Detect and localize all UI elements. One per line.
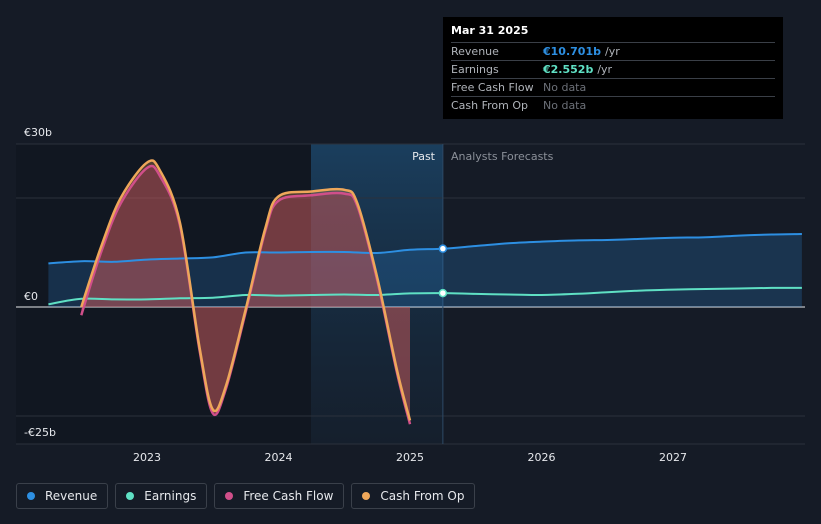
tooltip-unit: /yr — [597, 63, 613, 76]
chart-legend: Revenue Earnings Free Cash Flow Cash Fro… — [16, 483, 476, 509]
legend-item-earnings[interactable]: Earnings — [115, 483, 208, 509]
legend-item-free-cash-flow[interactable]: Free Cash Flow — [214, 483, 345, 509]
tooltip-label: Revenue — [451, 45, 499, 58]
legend-item-cash-from-op[interactable]: Cash From Op — [351, 483, 476, 509]
cash-from-op-dot-icon — [362, 492, 371, 500]
legend-label: Earnings — [144, 489, 197, 503]
tooltip-label: Free Cash Flow — [451, 81, 534, 94]
legend-label: Cash From Op — [380, 489, 465, 503]
y-label-bottom: -€25b — [24, 426, 56, 439]
tooltip-panel: Mar 31 2025 Revenue €10.701b /yr Earning… — [443, 17, 783, 119]
negative-tint-area — [81, 165, 410, 425]
tooltip-date: Mar 31 2025 — [451, 24, 529, 37]
tooltip-label: Cash From Op — [451, 99, 529, 112]
tooltip-row-earnings: Earnings €2.552b /yr — [451, 60, 775, 78]
forecast-label: Analysts Forecasts — [451, 150, 554, 163]
legend-label: Revenue — [45, 489, 98, 503]
tooltip-value: €2.552b — [543, 63, 594, 76]
free-cash-flow-dot-icon — [225, 492, 234, 500]
cash-from-op-line — [80, 159, 412, 421]
revenue-dot-icon — [27, 492, 35, 500]
tooltip-value: €10.701b — [543, 45, 601, 58]
free-cash-flow-area — [81, 165, 410, 425]
tooltip-label: Earnings — [451, 63, 499, 76]
revenue-marker — [438, 244, 448, 253]
tooltip-row-cash-from-op: Cash From Op No data — [451, 96, 775, 114]
x-tick-label: 2024 — [265, 451, 293, 464]
earnings-marker — [438, 288, 448, 298]
x-tick-label: 2027 — [659, 451, 687, 464]
tooltip-value: No data — [543, 81, 587, 94]
x-tick-label: 2025 — [396, 451, 424, 464]
legend-label: Free Cash Flow — [243, 489, 334, 503]
tooltip-row-free-cash-flow: Free Cash Flow No data — [451, 78, 775, 96]
earnings-line — [48, 286, 802, 306]
x-tick-label: 2023 — [133, 451, 161, 464]
past-label: Past — [412, 150, 436, 163]
past-history-region — [16, 144, 311, 444]
legend-item-revenue[interactable]: Revenue — [16, 483, 109, 509]
tooltip-unit: /yr — [604, 45, 620, 58]
earnings-dot-icon — [126, 492, 135, 500]
revenue-area — [48, 234, 802, 307]
y-label-top: €30b — [24, 126, 52, 139]
tooltip-value: No data — [543, 99, 587, 112]
x-tick-label: 2026 — [528, 451, 556, 464]
cash-from-op-area — [81, 160, 410, 421]
revenue-line — [48, 233, 802, 265]
tooltip-row-revenue: Revenue €10.701b /yr — [451, 42, 775, 60]
y-label-zero: €0 — [24, 290, 38, 303]
